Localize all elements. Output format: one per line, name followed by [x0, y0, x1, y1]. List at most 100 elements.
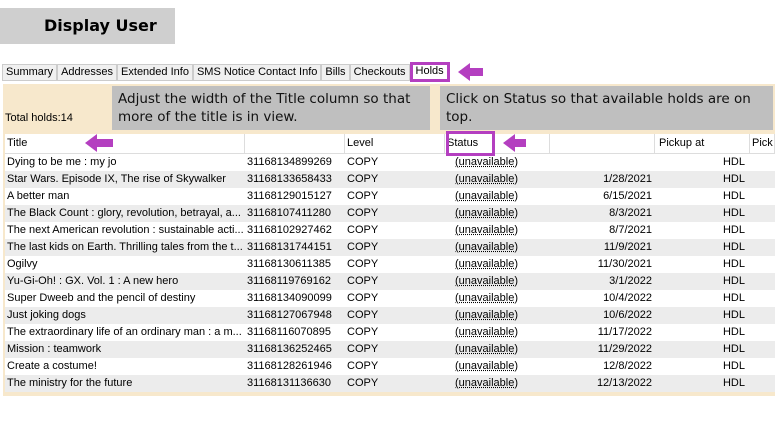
- title-column-tip: Adjust the width of the Title column so …: [112, 86, 430, 130]
- column-header-pickup-at[interactable]: Pickup at: [655, 134, 750, 153]
- barcode-cell: 31168131136630: [247, 377, 332, 389]
- status-link[interactable]: (unavailable): [455, 224, 518, 236]
- status-link[interactable]: (unavailable): [455, 377, 518, 389]
- empty-cell: [750, 188, 775, 205]
- title-cell: Yu-Gi-Oh! : GX. Vol. 1 : A new hero: [7, 275, 179, 287]
- barcode-cell: 31168134090099: [247, 292, 332, 304]
- status-highlight-box: [446, 131, 495, 156]
- tab-addresses[interactable]: Addresses: [57, 64, 118, 81]
- status-cell[interactable]: (unavailable): [445, 205, 550, 222]
- table-row[interactable]: Just joking dogs 31168127067948 COPY (unava…: [5, 307, 775, 324]
- total-holds: Total holds:14: [5, 112, 73, 124]
- date-cell: [550, 154, 655, 171]
- level-cell: COPY: [347, 343, 379, 355]
- table-row[interactable]: Mission : teamwork 31168136252465 COPY (una…: [5, 341, 775, 358]
- status-link[interactable]: (unavailable): [455, 275, 518, 287]
- status-link[interactable]: (unavailable): [455, 326, 518, 338]
- empty-cell: [750, 341, 775, 358]
- level-cell: COPY: [347, 207, 379, 219]
- column-header-col5[interactable]: [550, 134, 655, 153]
- status-cell[interactable]: (unavailable): [445, 171, 550, 188]
- pickup-cell: HDL: [722, 309, 745, 321]
- status-cell[interactable]: (unavailable): [445, 273, 550, 290]
- column-header-level[interactable]: Level: [345, 134, 445, 153]
- date-cell: 11/17/2022: [597, 326, 652, 338]
- empty-cell: [750, 324, 775, 341]
- pickup-cell: HDL: [722, 377, 745, 389]
- date-cell: 11/29/2022: [597, 343, 652, 355]
- table-row[interactable]: A better man 31168129015127 COPY (unavailab…: [5, 188, 775, 205]
- pickup-cell: HDL: [722, 173, 745, 185]
- table-row[interactable]: Star Wars. Episode IX, The rise of Skywa…: [5, 171, 775, 188]
- page-title: Display User: [0, 8, 175, 44]
- status-link[interactable]: (unavailable): [455, 309, 518, 321]
- pickup-cell: HDL: [722, 190, 745, 202]
- pickup-cell: HDL: [722, 343, 745, 355]
- date-cell: 1/28/2021: [603, 173, 652, 185]
- status-cell[interactable]: (unavailable): [445, 341, 550, 358]
- pickup-cell: HDL: [722, 292, 745, 304]
- column-header-title[interactable]: Title: [5, 134, 245, 153]
- table-row[interactable]: Super Dweeb and the pencil of destiny 311…: [5, 290, 775, 307]
- pickup-cell: HDL: [722, 258, 745, 270]
- level-cell: COPY: [347, 173, 379, 185]
- pickup-cell: HDL: [722, 156, 745, 168]
- status-cell[interactable]: (unavailable): [445, 239, 550, 256]
- tab-extended-info[interactable]: Extended Info: [117, 64, 193, 81]
- status-cell[interactable]: (unavailable): [445, 375, 550, 392]
- status-link[interactable]: (unavailable): [455, 360, 518, 372]
- title-cell: The next American revolution : sustainab…: [7, 224, 244, 236]
- barcode-cell: 31168130611385: [247, 258, 332, 270]
- barcode-cell: 31168134899269: [247, 156, 332, 168]
- title-cell: The extraordinary life of an ordinary ma…: [7, 326, 242, 338]
- pickup-cell: HDL: [722, 224, 745, 236]
- table-row[interactable]: Ogilvy 31168130611385 COPY (unavailable) 11/…: [5, 256, 775, 273]
- status-cell[interactable]: (unavailable): [445, 307, 550, 324]
- barcode-cell: 31168129015127: [247, 190, 332, 202]
- status-column-tip: Click on Status so that available holds …: [440, 86, 773, 130]
- tab-bills[interactable]: Bills: [321, 64, 350, 81]
- table-row[interactable]: Yu-Gi-Oh! : GX. Vol. 1 : A new hero 31168…: [5, 273, 775, 290]
- empty-cell: [750, 307, 775, 324]
- status-link[interactable]: (unavailable): [455, 343, 518, 355]
- status-link[interactable]: (unavailable): [455, 190, 518, 202]
- column-header-status[interactable]: Status: [445, 134, 550, 153]
- level-cell: COPY: [347, 156, 379, 168]
- table-row[interactable]: The Black Count : glory, revolution, bet…: [5, 205, 775, 222]
- table-row[interactable]: The last kids on Earth. Thrilling tales …: [5, 239, 775, 256]
- status-cell[interactable]: (unavailable): [445, 324, 550, 341]
- level-cell: COPY: [347, 360, 379, 372]
- date-cell: 8/7/2021: [609, 224, 652, 236]
- column-header-col2[interactable]: [245, 134, 345, 153]
- table-row[interactable]: The next American revolution : sustainab…: [5, 222, 775, 239]
- date-cell: 6/15/2021: [603, 190, 652, 202]
- tab-summary[interactable]: Summary: [2, 64, 58, 81]
- table-row[interactable]: The ministry for the future 3116813113663…: [5, 375, 775, 392]
- table-row[interactable]: Dying to be me : my jo 31168134899269 COPY…: [5, 154, 775, 171]
- status-link[interactable]: (unavailable): [455, 207, 518, 219]
- empty-cell: [750, 375, 775, 392]
- status-link[interactable]: (unavailable): [455, 173, 518, 185]
- barcode-cell: 31168128261946: [247, 360, 332, 372]
- tab-holds[interactable]: Holds: [409, 62, 450, 82]
- level-cell: COPY: [347, 292, 379, 304]
- empty-cell: [750, 239, 775, 256]
- status-link[interactable]: (unavailable): [455, 292, 518, 304]
- column-header-pick[interactable]: Pick: [750, 134, 775, 153]
- status-link[interactable]: (unavailable): [455, 241, 518, 253]
- barcode-cell: 31168119769162: [247, 275, 332, 287]
- status-cell[interactable]: (unavailable): [445, 222, 550, 239]
- table-row[interactable]: Create a costume! 31168128261946 COPY (unav…: [5, 358, 775, 375]
- status-cell[interactable]: (unavailable): [445, 256, 550, 273]
- status-link[interactable]: (unavailable): [455, 156, 518, 168]
- title-cell: Just joking dogs: [7, 309, 86, 321]
- title-cell: The last kids on Earth. Thrilling tales …: [7, 241, 243, 253]
- tab-sms-notice-contact-info[interactable]: SMS Notice Contact Info: [192, 64, 322, 81]
- status-cell[interactable]: (unavailable): [445, 290, 550, 307]
- status-link[interactable]: (unavailable): [455, 258, 518, 270]
- tab-checkouts[interactable]: Checkouts: [349, 64, 410, 81]
- status-cell[interactable]: (unavailable): [445, 188, 550, 205]
- status-cell[interactable]: (unavailable): [445, 154, 550, 171]
- table-row[interactable]: The extraordinary life of an ordinary ma…: [5, 324, 775, 341]
- status-cell[interactable]: (unavailable): [445, 358, 550, 375]
